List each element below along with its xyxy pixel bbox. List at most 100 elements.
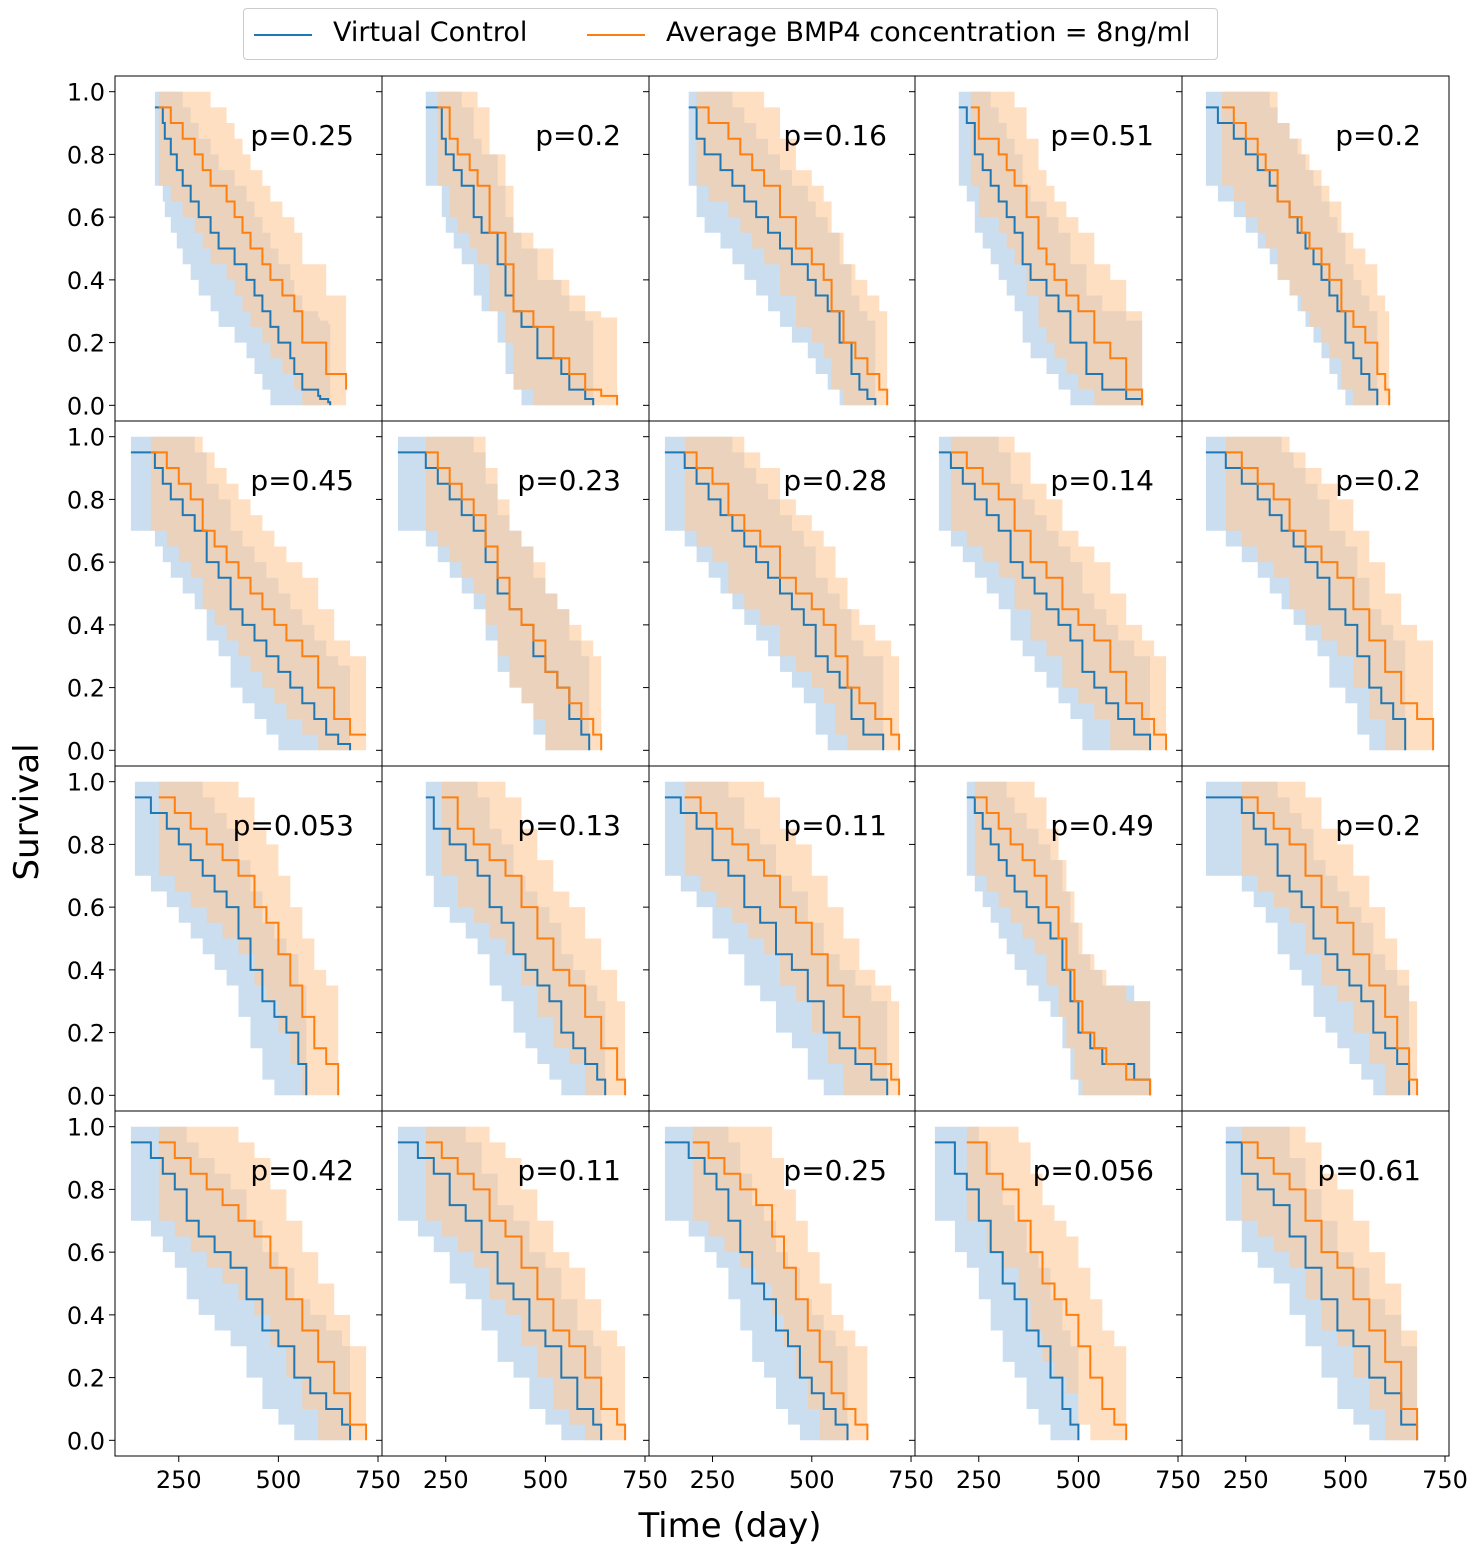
- p-value-label: p=0.16: [783, 119, 887, 152]
- control-survival-line: [966, 796, 1152, 1096]
- treatment-survival-line: [966, 1141, 1128, 1441]
- control-survival-line: [154, 106, 332, 406]
- x-tick-label: 500: [522, 1466, 568, 1494]
- p-value-label: p=0.053: [233, 809, 354, 842]
- panel-3: p=0.16: [643, 75, 916, 422]
- panel-13: p=0.11: [643, 765, 916, 1112]
- panel-7: p=0.23: [376, 420, 650, 767]
- panel-14: p=0.49: [909, 765, 1183, 1112]
- panel-8: p=0.28: [643, 420, 916, 767]
- control-survival-line: [1205, 796, 1411, 1096]
- treatment-ci-band: [158, 1126, 367, 1441]
- panel-17: p=0.11 250 500 750: [376, 1110, 668, 1494]
- x-axis-label: Time (day): [637, 1506, 821, 1546]
- panel-18: p=0.25 250 500 750: [643, 1110, 934, 1494]
- control-survival-line: [1225, 1141, 1419, 1441]
- treatment-survival-line: [441, 796, 627, 1096]
- control-survival-line: [664, 1141, 849, 1441]
- x-tick-label: 750: [622, 1466, 668, 1494]
- y-tick-label: 0.0: [67, 392, 105, 420]
- treatment-survival-line: [1241, 1141, 1419, 1441]
- y-tick-label: 0.8: [67, 486, 105, 514]
- treatment-ci-band: [425, 1126, 626, 1441]
- p-value-label: p=0.2: [1335, 809, 1421, 842]
- treatment-survival-line: [158, 106, 348, 390]
- treatment-survival-line: [684, 451, 901, 751]
- p-value-label: p=0.11: [783, 809, 887, 842]
- panel-1: p=0.25 0.0 0.2 0.4 0.6 0.8 1.0: [67, 75, 383, 422]
- panel-15: p=0.2: [1176, 765, 1450, 1112]
- y-tick-label: 1.0: [67, 424, 105, 452]
- control-survival-line: [130, 1141, 352, 1441]
- control-survival-line: [425, 796, 607, 1096]
- y-tick-label: 0.8: [67, 1176, 105, 1204]
- p-value-label: p=0.23: [517, 464, 621, 497]
- panel-5: p=0.2: [1176, 75, 1450, 422]
- p-value-label: p=0.2: [1335, 119, 1421, 152]
- y-tick-label: 0.4: [67, 957, 105, 985]
- panel-16: p=0.42 0.0 0.2 0.4 0.6 0.8 1.0 250 500 750: [67, 1110, 401, 1494]
- p-value-label: p=0.25: [250, 119, 354, 152]
- legend-swatch-control: [254, 34, 312, 36]
- x-tick-label: 250: [423, 1466, 469, 1494]
- panel-4: p=0.51: [909, 75, 1183, 422]
- treatment-survival-line: [158, 1141, 368, 1441]
- panel-10: p=0.2: [1176, 420, 1450, 767]
- treatment-survival-line: [158, 796, 340, 1096]
- control-survival-line: [397, 1141, 603, 1441]
- p-value-label: p=0.14: [1050, 464, 1154, 497]
- y-tick-label: 0.0: [67, 737, 105, 765]
- treatment-survival-line: [970, 106, 1144, 406]
- p-value-label: p=0.25: [783, 1154, 887, 1187]
- y-tick-label: 1.0: [67, 79, 105, 107]
- p-value-label: p=0.28: [783, 464, 887, 497]
- legend-label-treatment: Average BMP4 concentration = 8ng/ml: [666, 17, 1191, 48]
- p-value-label: p=0.49: [1050, 809, 1154, 842]
- panel-12: p=0.13: [376, 765, 650, 1112]
- control-survival-line: [934, 1141, 1080, 1441]
- y-tick-label: 0.2: [67, 1020, 105, 1048]
- y-tick-label: 1.0: [67, 769, 105, 797]
- legend-swatch-treatment: [587, 34, 645, 36]
- x-tick-label: 250: [156, 1466, 202, 1494]
- p-value-label: p=0.61: [1317, 1154, 1421, 1187]
- x-tick-label: 750: [1155, 1466, 1201, 1494]
- x-tick-label: 250: [956, 1466, 1002, 1494]
- treatment-survival-line: [150, 451, 367, 736]
- treatment-survival-line: [692, 1141, 869, 1441]
- control-survival-line: [130, 451, 352, 751]
- p-value-label: p=0.51: [1050, 119, 1154, 152]
- y-tick-label: 0.0: [67, 1082, 105, 1110]
- treatment-ci-band: [437, 91, 618, 406]
- y-tick-label: 0.4: [67, 1302, 105, 1330]
- treatment-survival-line: [974, 796, 1152, 1096]
- panel-11: p=0.053 0.0 0.2 0.4 0.6 0.8 1.0: [67, 765, 383, 1112]
- y-tick-label: 0.2: [67, 330, 105, 358]
- y-tick-label: 0.2: [67, 675, 105, 703]
- control-survival-line: [938, 451, 1152, 751]
- treatment-survival-line: [425, 1141, 627, 1441]
- x-tick-label: 500: [789, 1466, 835, 1494]
- x-tick-label: 250: [1223, 1466, 1269, 1494]
- panel-20: p=0.61 250 500 750: [1176, 1110, 1468, 1494]
- p-value-label: p=0.2: [1335, 464, 1421, 497]
- x-tick-label: 500: [1322, 1466, 1368, 1494]
- y-tick-label: 0.4: [67, 612, 105, 640]
- legend: Virtual Control Average BMP4 concentrati…: [243, 8, 1218, 60]
- y-tick-label: 0.8: [67, 831, 105, 859]
- p-value-label: p=0.13: [517, 809, 621, 842]
- treatment-ci-band: [441, 781, 626, 1096]
- treatment-survival-line: [684, 796, 901, 1096]
- treatment-survival-line: [696, 106, 889, 406]
- control-survival-line: [958, 106, 1144, 406]
- panel-grid: p=0.25 0.0 0.2 0.4 0.6 0.8 1.0 p=0.2 p=0.16 p=0.5…: [67, 75, 1468, 1494]
- treatment-survival-line: [1221, 106, 1391, 406]
- treatment-survival-line: [437, 106, 619, 406]
- p-value-label: p=0.42: [250, 1154, 354, 1187]
- panel-6: p=0.45 0.0 0.2 0.4 0.6 0.8 1.0: [67, 420, 383, 767]
- p-value-label: p=0.11: [517, 1154, 621, 1187]
- treatment-survival-line: [1225, 451, 1435, 751]
- x-tick-label: 250: [690, 1466, 736, 1494]
- treatment-survival-line: [950, 451, 1168, 751]
- panel-9: p=0.14: [909, 420, 1183, 767]
